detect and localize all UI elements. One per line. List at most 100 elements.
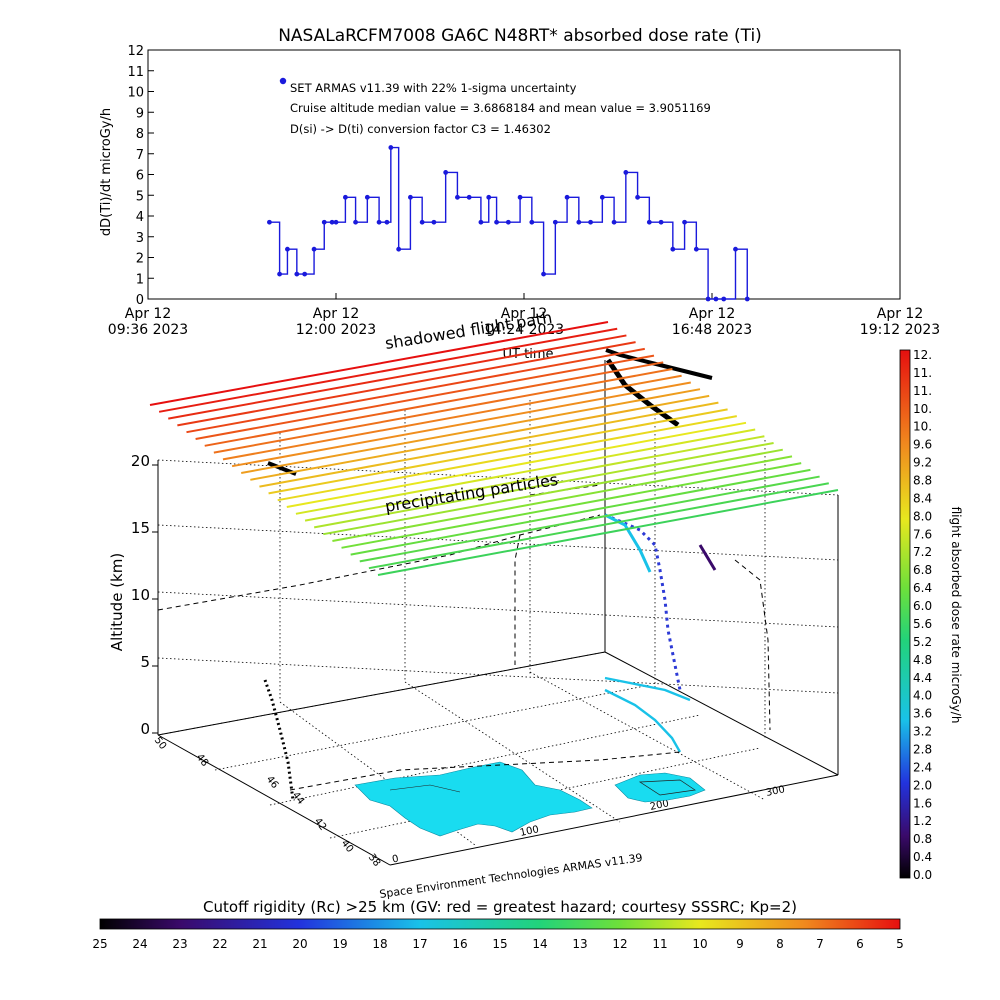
rigidity-tick-label: 11: [652, 937, 667, 951]
y-tick-label: 11: [127, 65, 144, 80]
data-point: [721, 296, 727, 302]
dose-stripe: [186, 347, 645, 434]
dose-tick-label: 0.4: [913, 850, 932, 864]
dose-tick-label: 10.: [913, 420, 932, 434]
lat-tick-label: 46: [264, 774, 281, 791]
lon-tick-label: 200: [649, 798, 670, 813]
data-point: [505, 219, 511, 225]
map-landmass: [354, 761, 706, 837]
lat-tick-label: 38: [366, 852, 383, 869]
lat-tick-label: 50: [152, 735, 169, 752]
data-point: [408, 194, 413, 200]
dose-stripe: [168, 334, 627, 420]
z-tick-label: 15: [131, 519, 150, 537]
dose-stripe: [158, 327, 618, 413]
dose-stripe: [277, 415, 737, 502]
rigidity-tick-label: 25: [92, 937, 107, 951]
data-point: [277, 271, 282, 277]
legend-marker: [279, 77, 287, 85]
data-point: [733, 246, 738, 252]
y-tick-label: 1: [136, 272, 144, 287]
dose-tick-label: 6.4: [913, 581, 932, 595]
dose-colorbar-fill: [899, 349, 911, 879]
dose-tick-label: 2.4: [913, 760, 932, 774]
data-point: [285, 246, 290, 252]
dose-stripe: [241, 388, 701, 474]
rigidity-tick-label: 5: [896, 937, 904, 951]
dose-tick-label: 9.6: [913, 438, 932, 452]
y-tick-label: 3: [136, 231, 144, 246]
rigidity-tick-label: 18: [372, 937, 387, 951]
rigidity-tick-label: 9: [736, 937, 744, 951]
data-point: [494, 219, 499, 225]
dose-tick-label: 2.8: [913, 742, 932, 756]
rigidity-tick-label: 15: [492, 937, 507, 951]
legend-conversion: D(si) -> D(ti) conversion factor C3 = 1.…: [290, 122, 551, 136]
dose-stripe: [250, 394, 710, 481]
data-point: [478, 219, 484, 225]
data-point: [333, 219, 339, 225]
data-point: [670, 246, 676, 252]
dose-tick-label: 7.6: [913, 527, 932, 541]
rigidity-tick-label: 8: [776, 937, 784, 951]
data-point: [302, 271, 308, 277]
dose-tick-label: 1.6: [913, 796, 932, 810]
data-point: [576, 219, 582, 225]
dose-tick-label: 0.8: [913, 832, 932, 846]
dose-tick-label: 4.8: [913, 653, 932, 667]
x-tick-date: Apr 12: [689, 306, 735, 322]
dose-rate-series: [267, 145, 750, 302]
longitude-ticks: 0 100 200 300: [391, 784, 786, 865]
dose-stripe: [195, 354, 655, 440]
lon-tick-label: 100: [519, 824, 540, 839]
dose-tick-label: 4.0: [913, 689, 932, 703]
lon-tick-label: 0: [391, 854, 400, 866]
legend-series-label: SET ARMAS v11.39 with 22% 1-sigma uncert…: [290, 81, 577, 95]
data-point: [646, 219, 652, 225]
dose-tick-label: 9.2: [913, 456, 932, 470]
data-point: [682, 219, 687, 225]
rigidity-colorbar-ticks: 25 24 23 22 21 20 19 18 17 16 15 14 13 12 11 10 9 8 7 6 5: [92, 937, 903, 951]
dose-stripe: [286, 421, 747, 508]
dose-stripe: [177, 341, 636, 427]
chart-title: NASALaRCFM7008 GA6C N48RT* absorbed dose…: [278, 26, 762, 46]
lat-tick-label: 40: [339, 838, 356, 855]
credit-label: Space Environment Technologies ARMAS v11…: [379, 851, 644, 901]
z-tick-label: 0: [140, 720, 150, 738]
rigidity-colorbar-fill: [99, 918, 901, 930]
floor-grid: [157, 651, 766, 846]
data-point: [321, 219, 327, 225]
dose-stripe: [368, 482, 829, 570]
data-point: [588, 219, 593, 225]
z-tick-label: 10: [131, 586, 150, 604]
dose-tick-label: 10.: [913, 402, 932, 416]
dose-tick-label: 11.: [913, 384, 932, 398]
dose-stripe: [341, 462, 802, 549]
data-point: [529, 219, 535, 225]
y-tick-label: 7: [136, 148, 144, 163]
x-tick-time: 09:36 2023: [108, 322, 188, 338]
y-tick-label: 2: [136, 252, 144, 267]
dose-stripe: [231, 381, 691, 468]
data-point: [611, 219, 617, 225]
data-point: [419, 219, 425, 225]
rigidity-tick-label: 17: [412, 937, 427, 951]
x-tick-time: 19:12 2023: [860, 322, 940, 338]
dose-tick-label: 4.4: [913, 671, 932, 685]
y-tick-label: 9: [136, 106, 144, 121]
dose-stripe: [313, 441, 774, 529]
x-tick-time: 12:00 2023: [296, 322, 376, 338]
data-point: [705, 296, 711, 302]
data-point: [552, 219, 558, 225]
data-point: [599, 194, 605, 200]
data-point: [443, 170, 449, 175]
x-tick-date: Apr 12: [125, 306, 171, 322]
dose-tick-label: 7.2: [913, 545, 932, 559]
ground-track: [604, 676, 691, 753]
dose-colorbar: 12. 11. 11. 10. 10. 9.6 9.2 8.8 8.4 8.0 7.6 7.2 6.8 6…: [899, 348, 963, 882]
dose-stripe: [204, 361, 664, 447]
z-tick-label: 5: [140, 653, 150, 671]
x-tick-time: 16:48 2023: [672, 322, 752, 338]
